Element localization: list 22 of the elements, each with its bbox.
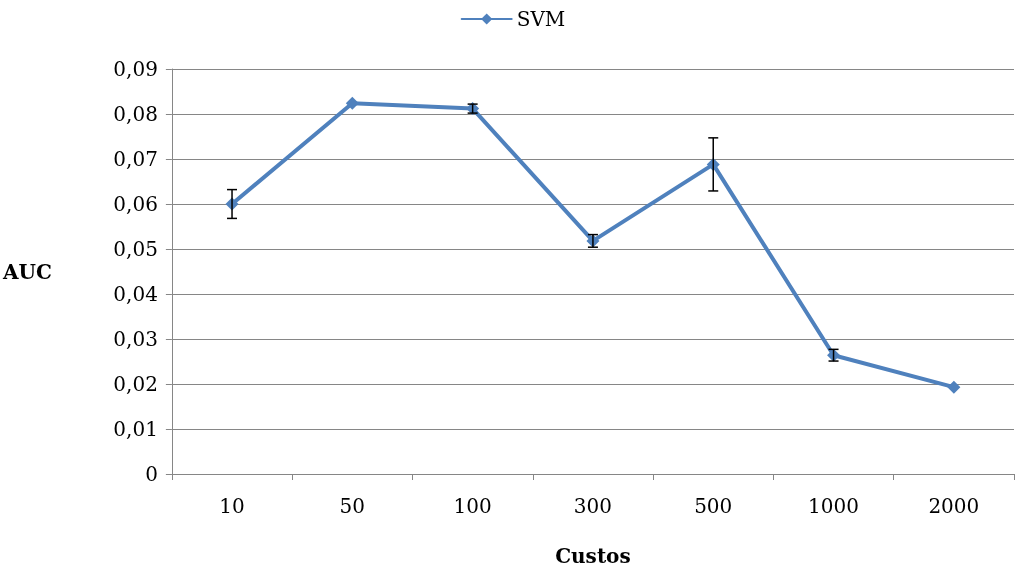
y-tick-label: 0,05	[113, 237, 158, 261]
x-axis-title: Custos	[555, 544, 631, 568]
y-tick-label: 0,08	[113, 102, 158, 126]
x-tick-label: 10	[219, 494, 245, 518]
point	[345, 96, 359, 110]
y-tick-label: 0,04	[113, 282, 158, 306]
y-tick-label: 0,03	[113, 327, 158, 351]
point	[947, 380, 961, 394]
y-tick-label: 0,07	[113, 147, 158, 171]
y-axis-title: AUC	[1, 259, 52, 284]
y-tick-label: 0,06	[113, 192, 158, 216]
legend-label: SVM	[516, 7, 566, 31]
x-tick-label: 1000	[808, 494, 859, 518]
y-tick-label: 0	[145, 462, 158, 486]
x-tick-label: 300	[573, 494, 613, 518]
x-tick-label: 100	[453, 494, 492, 518]
y-tick-label: 0,09	[113, 57, 158, 81]
x-tick-label: 2000	[928, 494, 980, 518]
y-tick-label: 0,02	[113, 372, 158, 396]
x-tick-label: 500	[694, 494, 733, 518]
y-tick-label: 0,01	[113, 417, 158, 441]
x-tick-label: 50	[339, 494, 366, 518]
